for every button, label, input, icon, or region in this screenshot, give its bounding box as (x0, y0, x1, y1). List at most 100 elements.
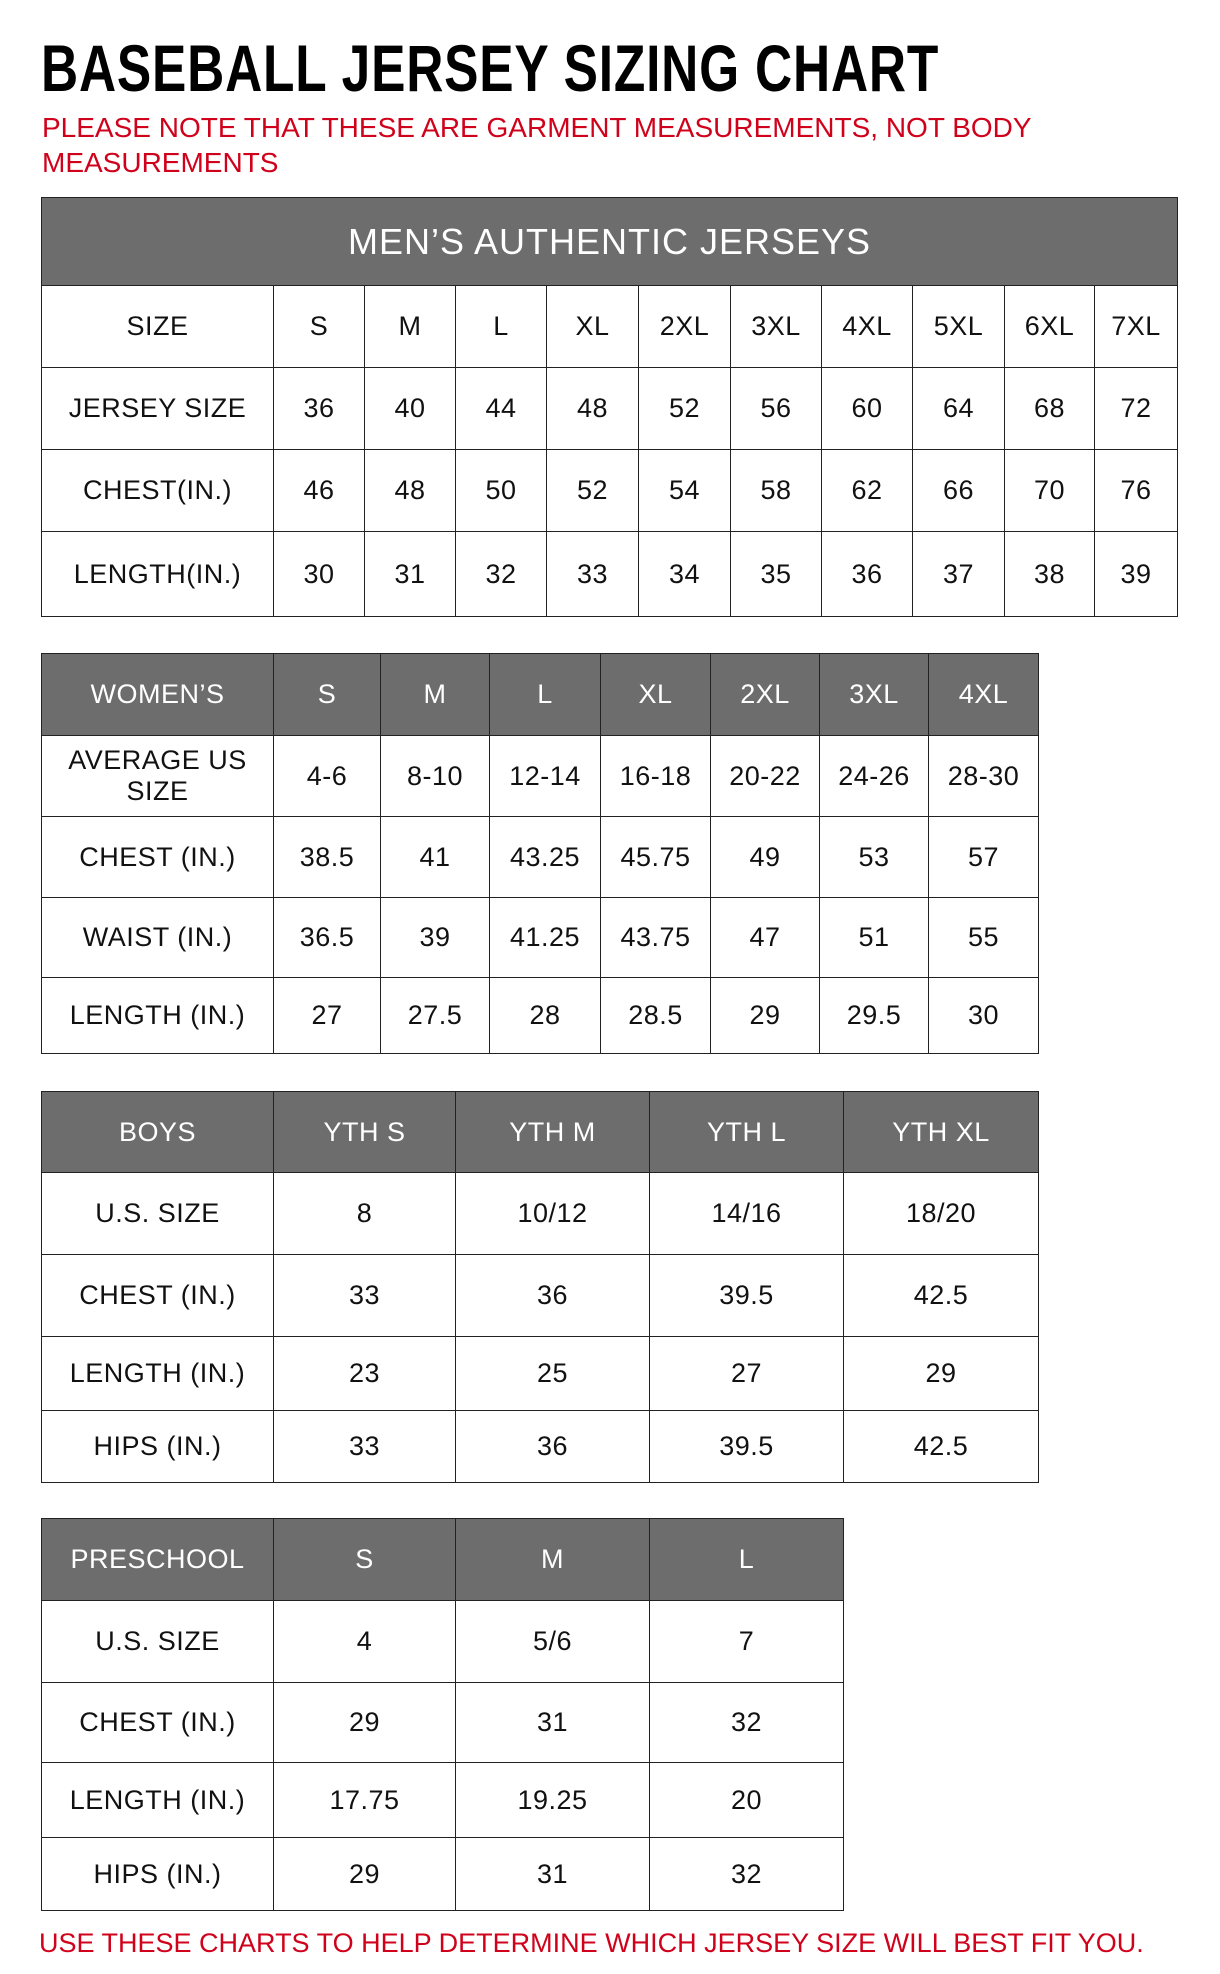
table-row: JERSEY SIZE 36 40 44 48 52 56 60 64 68 72 (41, 367, 1179, 450)
table-cell: 25 (455, 1336, 650, 1411)
mens-table: MEN’S AUTHENTIC JERSEYS SIZE S M L XL 2XL 3XL 4X… (40, 197, 1179, 617)
row-label: U.S. SIZE (41, 1600, 274, 1683)
table-row: U.S. SIZE 8 10/12 14/16 18/20 (41, 1172, 1039, 1255)
table-cell: 14/16 (649, 1172, 844, 1255)
table-cell: 20-22 (710, 735, 820, 817)
table-row: CHEST(IN.) 46 48 50 52 54 58 62 66 70 76 (41, 449, 1179, 532)
table-cell: 30 (928, 977, 1039, 1054)
table-cell: 32 (649, 1682, 844, 1763)
table-cell: 36 (821, 531, 913, 617)
table-cell: 17.75 (273, 1762, 456, 1838)
column-header: 7XL (1093, 285, 1179, 368)
column-header: YTH XL (843, 1091, 1039, 1173)
table-row: LENGTH (IN.) 17.75 19.25 20 (41, 1762, 844, 1838)
column-header: 6XL (1004, 285, 1095, 368)
table-cell: 39 (380, 897, 490, 978)
table-row: AVERAGE US SIZE 4-6 8-10 12-14 16-18 20-22 24-… (41, 735, 1039, 817)
column-header: S (273, 1518, 456, 1601)
table-cell: 12-14 (489, 735, 601, 817)
table-cell: 48 (546, 367, 639, 450)
table-cell: 39.5 (649, 1410, 844, 1483)
table-cell: 47 (710, 897, 820, 978)
table-cell: 54 (638, 449, 731, 532)
row-label-header: SIZE (41, 285, 274, 368)
row-label-header: BOYS (41, 1091, 274, 1173)
table-cell: 68 (1004, 367, 1095, 450)
table-cell: 39 (1093, 531, 1179, 617)
table-cell: 33 (273, 1254, 456, 1337)
table-cell: 24-26 (819, 735, 929, 817)
table-cell: 43.75 (600, 897, 711, 978)
table-cell: 31 (455, 1682, 650, 1763)
column-header: 5XL (912, 285, 1005, 368)
column-header: YTH M (455, 1091, 650, 1173)
table-cell: 29 (273, 1837, 456, 1911)
header-row: PRESCHOOL S M L (41, 1518, 844, 1601)
row-label: LENGTH (IN.) (41, 1762, 274, 1838)
table-cell: 37 (912, 531, 1005, 617)
table-cell: 57 (928, 816, 1039, 898)
table-cell: 35 (730, 531, 822, 617)
table-cell: 70 (1004, 449, 1095, 532)
table-cell: 64 (912, 367, 1005, 450)
table-cell: 31 (364, 531, 456, 617)
table-cell: 38 (1004, 531, 1095, 617)
table-cell: 18/20 (843, 1172, 1039, 1255)
table-cell: 41.25 (489, 897, 601, 978)
table-cell: 52 (546, 449, 639, 532)
table-cell: 4-6 (273, 735, 381, 817)
table-cell: 5/6 (455, 1600, 650, 1683)
column-header: L (649, 1518, 844, 1601)
table-row: LENGTH (IN.) 23 25 27 29 (41, 1336, 1039, 1411)
table-cell: 36.5 (273, 897, 381, 978)
table-cell: 8 (273, 1172, 456, 1255)
row-label: CHEST (IN.) (41, 816, 274, 898)
row-label: CHEST (IN.) (41, 1254, 274, 1337)
table-cell: 36 (455, 1410, 650, 1483)
table-cell: 39.5 (649, 1254, 844, 1337)
column-header: XL (600, 653, 711, 736)
table-cell: 29 (843, 1336, 1039, 1411)
table-cell: 7 (649, 1600, 844, 1683)
womens-table: WOMEN’S S M L XL 2XL 3XL 4XL AVERAGE US SIZE 4-6 8… (41, 653, 1039, 1054)
page-title: BASEBALL JERSEY SIZING CHART (41, 31, 940, 105)
table-cell: 32 (649, 1837, 844, 1911)
header-row: WOMEN’S S M L XL 2XL 3XL 4XL (41, 653, 1039, 736)
table-cell: 19.25 (455, 1762, 650, 1838)
table-cell: 58 (730, 449, 822, 532)
column-header: XL (546, 285, 639, 368)
row-label: JERSEY SIZE (41, 367, 274, 450)
table-cell: 76 (1093, 449, 1179, 532)
header-row: SIZE S M L XL 2XL 3XL 4XL 5XL 6XL 7XL (41, 285, 1179, 368)
preschool-table: PRESCHOOL S M L U.S. SIZE 4 5/6 7 CHEST (IN.) 29 3… (41, 1518, 844, 1911)
table-cell: 34 (638, 531, 731, 617)
table-row: U.S. SIZE 4 5/6 7 (41, 1600, 844, 1683)
table-cell: 28-30 (928, 735, 1039, 817)
column-header: M (455, 1518, 650, 1601)
table-cell: 45.75 (600, 816, 711, 898)
table-row: CHEST (IN.) 29 31 32 (41, 1682, 844, 1763)
column-header: 4XL (821, 285, 913, 368)
table-cell: 66 (912, 449, 1005, 532)
table-cell: 44 (455, 367, 547, 450)
table-cell: 29 (710, 977, 820, 1054)
table-cell: 38.5 (273, 816, 381, 898)
table-row: HIPS (IN.) 33 36 39.5 42.5 (41, 1410, 1039, 1483)
table-cell: 27 (273, 977, 381, 1054)
column-header: 2XL (710, 653, 820, 736)
column-header: YTH L (649, 1091, 844, 1173)
column-header: 3XL (819, 653, 929, 736)
table-cell: 42.5 (843, 1254, 1039, 1337)
table-cell: 23 (273, 1336, 456, 1411)
row-label: WAIST (IN.) (41, 897, 274, 978)
table-row: CHEST (IN.) 38.5 41 43.25 45.75 49 53 57 (41, 816, 1039, 898)
table-cell: 56 (730, 367, 822, 450)
table-cell: 33 (273, 1410, 456, 1483)
table-cell: 51 (819, 897, 929, 978)
row-label: LENGTH(IN.) (41, 531, 274, 617)
table-row: LENGTH(IN.) 30 31 32 33 34 35 36 37 38 39 (41, 531, 1179, 617)
column-header: S (273, 653, 381, 736)
table-cell: 36 (455, 1254, 650, 1337)
table-cell: 50 (455, 449, 547, 532)
table-cell: 43.25 (489, 816, 601, 898)
